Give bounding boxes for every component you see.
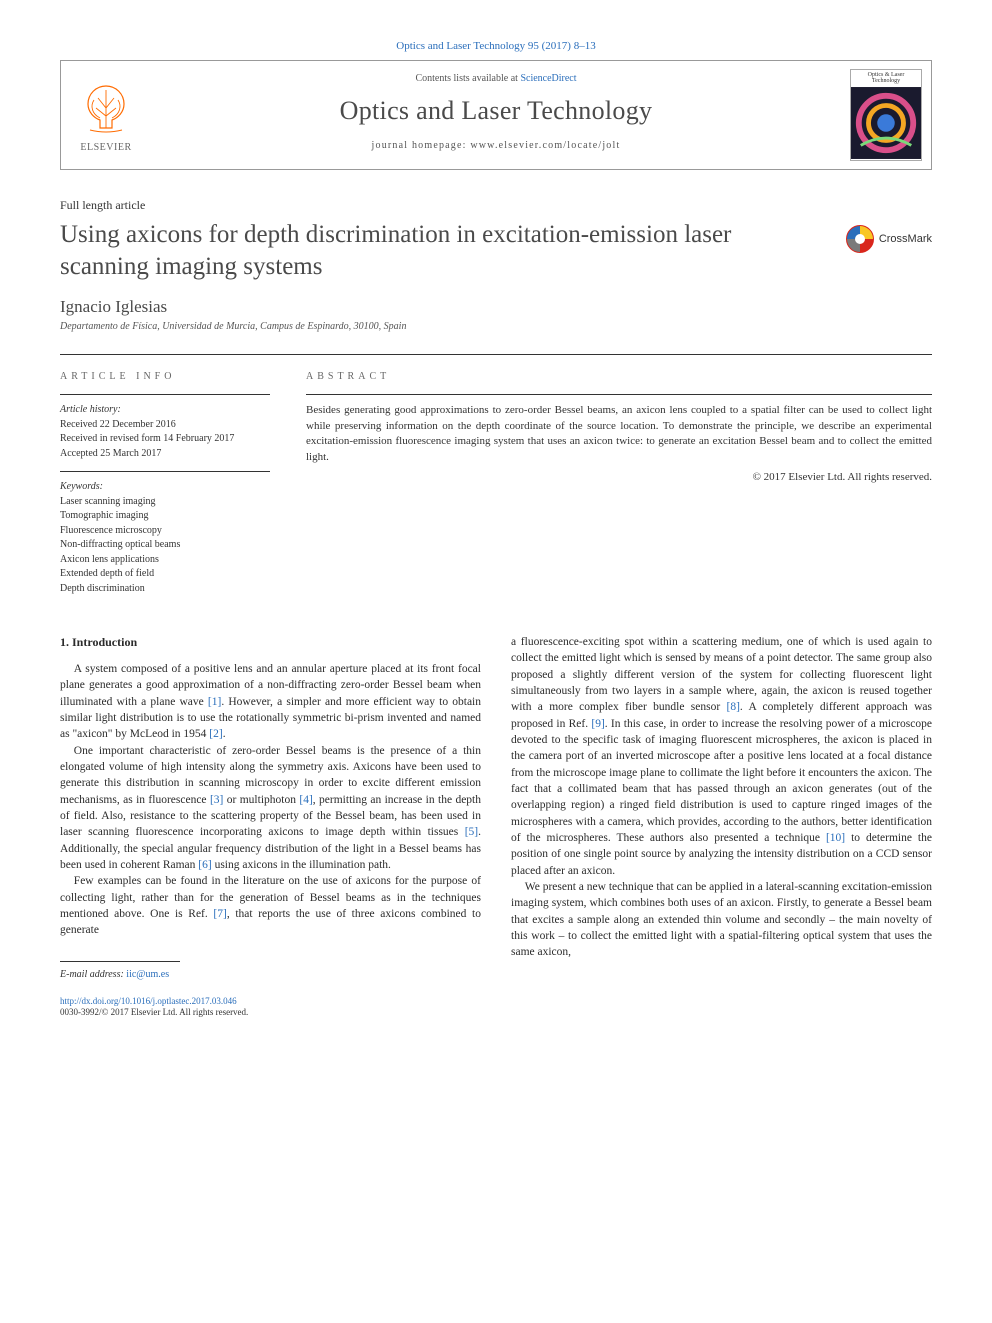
abstract-text: Besides generating good approximations t… xyxy=(306,394,932,465)
cover-label: Optics & Laser Technology xyxy=(851,70,921,86)
homepage-url: www.elsevier.com/locate/jolt xyxy=(470,140,620,151)
contents-prefix: Contents lists available at xyxy=(415,73,520,84)
article-info-label: ARTICLE INFO xyxy=(60,371,270,382)
body-paragraph: One important characteristic of zero-ord… xyxy=(60,743,481,874)
journal-name: Optics and Laser Technology xyxy=(161,96,831,126)
body-paragraph: a fluorescence-exciting spot within a sc… xyxy=(511,634,932,879)
crossmark-label: CrossMark xyxy=(879,233,932,245)
keyword-item: Tomographic imaging xyxy=(60,509,270,524)
doi-link[interactable]: http://dx.doi.org/10.1016/j.optlastec.20… xyxy=(60,996,237,1006)
keyword-item: Axicon lens applications xyxy=(60,553,270,568)
email-label: E-mail address: xyxy=(60,969,126,980)
article-title: Using axicons for depth discrimination i… xyxy=(60,219,846,283)
history-item: Accepted 25 March 2017 xyxy=(60,447,270,462)
reference-link[interactable]: [6] xyxy=(198,859,211,871)
author-email-link[interactable]: iic@um.es xyxy=(126,969,169,980)
author-affiliation: Departamento de Física, Universidad de M… xyxy=(60,321,932,332)
publisher-name: ELSEVIER xyxy=(80,142,131,153)
section-heading: 1. Introduction xyxy=(60,634,481,651)
page: Optics and Laser Technology 95 (2017) 8–… xyxy=(0,0,992,1069)
history-item: Received in revised form 14 February 201… xyxy=(60,432,270,447)
keyword-item: Laser scanning imaging xyxy=(60,495,270,510)
body-paragraph: A system composed of a positive lens and… xyxy=(60,661,481,743)
email-line: E-mail address: iic@um.es xyxy=(60,968,481,982)
body-paragraph: We present a new technique that can be a… xyxy=(511,879,932,961)
doi-block: http://dx.doi.org/10.1016/j.optlastec.20… xyxy=(60,996,481,1019)
keyword-item: Depth discrimination xyxy=(60,582,270,597)
reference-link[interactable]: [3] xyxy=(210,794,223,806)
reference-link[interactable]: [1] xyxy=(208,696,221,708)
elsevier-tree-icon xyxy=(76,78,136,138)
cover-art-icon xyxy=(851,86,921,160)
journal-cover-block: Optics & Laser Technology xyxy=(841,61,931,169)
reference-link[interactable]: [8] xyxy=(727,701,740,713)
journal-cover: Optics & Laser Technology xyxy=(850,69,922,161)
keyword-item: Extended depth of field xyxy=(60,567,270,582)
abstract-label: ABSTRACT xyxy=(306,371,932,382)
publisher-logo-block: ELSEVIER xyxy=(61,61,151,169)
info-abstract-row: ARTICLE INFO Article history: Received 2… xyxy=(60,354,932,606)
contents-available-line: Contents lists available at ScienceDirec… xyxy=(161,73,831,84)
homepage-prefix: journal homepage: xyxy=(372,140,471,151)
reference-link[interactable]: [5] xyxy=(465,826,478,838)
crossmark-icon xyxy=(846,225,874,253)
article-info-column: ARTICLE INFO Article history: Received 2… xyxy=(60,371,270,606)
reference-link[interactable]: [10] xyxy=(826,832,845,844)
journal-header-center: Contents lists available at ScienceDirec… xyxy=(151,61,841,169)
keyword-item: Non-diffracting optical beams xyxy=(60,538,270,553)
body-paragraph: Few examples can be found in the literat… xyxy=(60,873,481,938)
title-row: Using axicons for depth discrimination i… xyxy=(60,219,932,283)
citation-line: Optics and Laser Technology 95 (2017) 8–… xyxy=(60,40,932,52)
reference-link[interactable]: [4] xyxy=(299,794,312,806)
footer-separator xyxy=(60,961,180,962)
body-right-column: a fluorescence-exciting spot within a sc… xyxy=(511,634,932,1019)
history-label: Article history: xyxy=(60,403,270,418)
reference-link[interactable]: [9] xyxy=(591,718,604,730)
article-type: Full length article xyxy=(60,198,932,213)
abstract-column: ABSTRACT Besides generating good approxi… xyxy=(306,371,932,606)
crossmark-badge[interactable]: CrossMark xyxy=(846,225,932,253)
reference-link[interactable]: [7] xyxy=(213,908,226,920)
keywords-block: Keywords: Laser scanning imaging Tomogra… xyxy=(60,471,270,606)
article-history-block: Article history: Received 22 December 20… xyxy=(60,394,270,471)
keyword-item: Fluorescence microscopy xyxy=(60,524,270,539)
sciencedirect-link[interactable]: ScienceDirect xyxy=(520,73,576,84)
history-item: Received 22 December 2016 xyxy=(60,418,270,433)
keywords-label: Keywords: xyxy=(60,480,270,495)
author-name: Ignacio Iglesias xyxy=(60,297,932,317)
body-columns: 1. Introduction A system composed of a p… xyxy=(60,634,932,1019)
reference-link[interactable]: [2] xyxy=(209,728,222,740)
body-left-column: 1. Introduction A system composed of a p… xyxy=(60,634,481,1019)
journal-homepage-line: journal homepage: www.elsevier.com/locat… xyxy=(161,140,831,151)
abstract-copyright: © 2017 Elsevier Ltd. All rights reserved… xyxy=(306,471,932,483)
issn-copyright: 0030-3992/© 2017 Elsevier Ltd. All right… xyxy=(60,1007,248,1017)
journal-header: ELSEVIER Contents lists available at Sci… xyxy=(60,60,932,170)
